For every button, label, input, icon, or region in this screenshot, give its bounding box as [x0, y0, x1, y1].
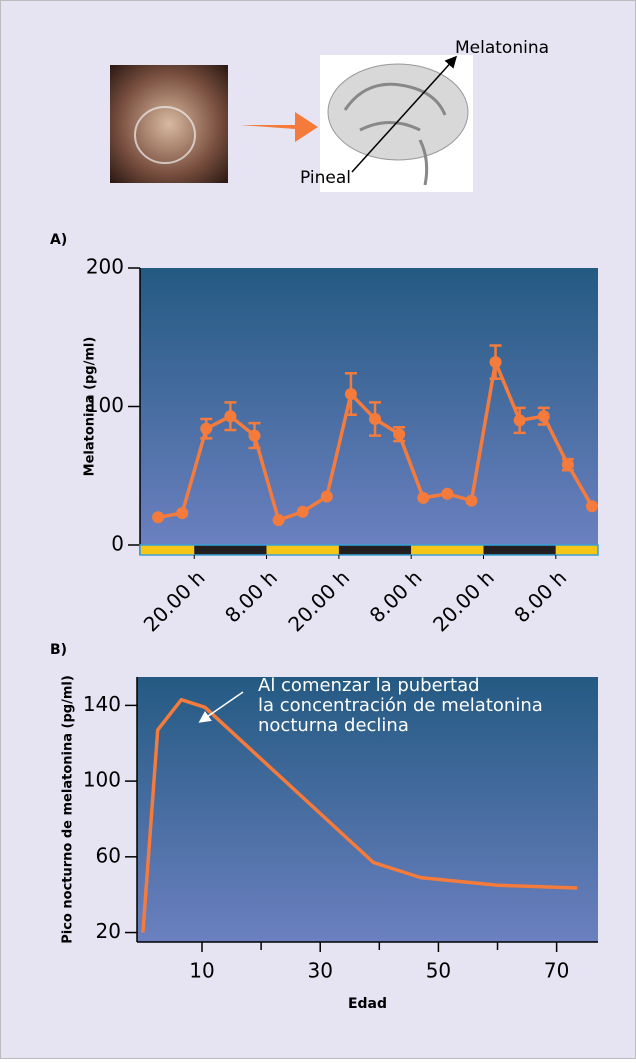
light-dark-band [411, 545, 483, 555]
gland-label: Pineal [300, 168, 351, 188]
sleeping-photo [110, 65, 228, 183]
marker [297, 506, 309, 518]
plot-area [140, 268, 598, 545]
marker [538, 410, 550, 422]
marker [393, 428, 405, 440]
y-tick-label: 200 [86, 255, 124, 279]
y-axis-label: Melatonina (pg/ml) [83, 337, 98, 477]
marker [369, 413, 381, 425]
y-tick-label: 60 [96, 843, 121, 867]
x-tick-label: 50 [426, 959, 451, 983]
y-tick-label: 20 [96, 919, 121, 943]
light-dark-band [339, 545, 411, 555]
y-axis-label: Pico nocturno de melatonina (pg/ml) [61, 675, 76, 944]
figure: Melatonina Pineal A) 0 100 200 Melatonina (p… [0, 0, 636, 1059]
marker [490, 356, 502, 368]
x-tick-label: 70 [544, 959, 569, 983]
light-dark-band [140, 545, 194, 555]
marker [345, 388, 357, 400]
light-dark-band [484, 545, 556, 555]
marker [514, 414, 526, 426]
x-axis-label: Edad [348, 996, 387, 1012]
annotation: nocturna declina [258, 715, 409, 736]
marker [249, 430, 261, 442]
marker [321, 491, 333, 503]
y-tick-label: 100 [83, 768, 121, 792]
marker [586, 500, 598, 512]
annotation: la concentración de melatonina [258, 695, 543, 716]
light-dark-band [194, 545, 266, 555]
marker [417, 492, 429, 504]
product-label: Melatonina [455, 38, 549, 58]
light-dark-band [267, 545, 339, 555]
x-tick-label: 10 [189, 959, 214, 983]
marker [152, 511, 164, 523]
marker [562, 459, 574, 471]
marker [441, 488, 453, 500]
panel-label: B) [50, 642, 67, 658]
brain [328, 64, 468, 160]
y-tick-label: 140 [83, 692, 121, 716]
light-dark-band [556, 545, 598, 555]
marker [200, 423, 212, 435]
marker [176, 507, 188, 519]
annotation: Al comenzar la pubertad [258, 675, 480, 696]
marker [465, 495, 477, 507]
page: Melatonina Pineal A) 0 100 200 Melatonina (p… [0, 0, 636, 1063]
y-tick-label: 0 [111, 532, 124, 556]
x-tick-label: 30 [307, 959, 332, 983]
marker [224, 410, 236, 422]
panel-label: A) [50, 232, 67, 248]
marker [273, 514, 285, 526]
